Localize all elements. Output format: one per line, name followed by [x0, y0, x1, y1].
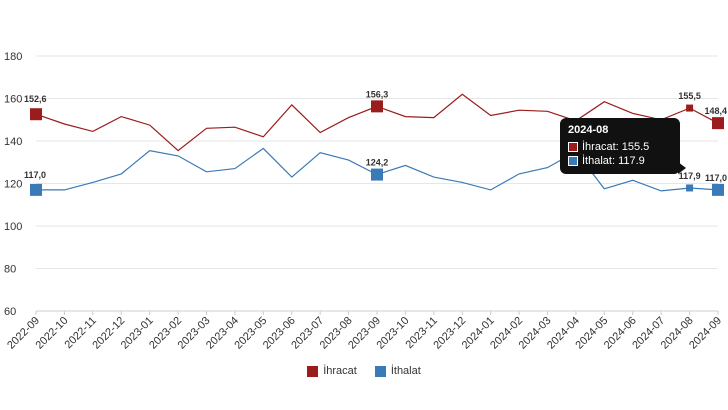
tooltip-row-ithalat: İthalat: 117.9 [568, 154, 672, 168]
marker-ithalat-2023-09[interactable] [371, 168, 383, 181]
data-label-ihracat-2024-08: 155,5 [678, 91, 701, 101]
y-tick-label-60: 60 [4, 306, 16, 318]
marker-ithalat-2022-09[interactable] [30, 183, 42, 196]
chart-tooltip: 2024-08 İhracat: 155.5 İthalat: 117.9 [560, 118, 686, 174]
y-tick-label-180: 180 [4, 51, 22, 63]
tooltip-ithalat-swatch [568, 156, 578, 166]
series-markers[interactable] [30, 100, 724, 196]
tooltip-title: 2024-08 [568, 124, 609, 136]
marker-ithalat-2024-08[interactable] [686, 184, 694, 192]
data-label-ithalat-2023-09: 124,2 [366, 158, 389, 168]
grid-lines [36, 55, 718, 312]
data-label-ihracat-2024-09: 148,4 [704, 106, 727, 116]
y-tick-label-160: 160 [4, 94, 22, 106]
data-label-ithalat-2024-08: 117,9 [679, 171, 701, 181]
marker-ihracat-2024-08[interactable] [686, 104, 694, 112]
data-label-ithalat-2024-09: 117,0 [705, 173, 727, 183]
tooltip-ihracat-text: İhracat: 155.5 [582, 141, 650, 153]
data-label-ihracat-2022-09: 152,6 [24, 94, 47, 104]
chart-legend: İhracat İthalat [0, 365, 728, 377]
y-tick-label-80: 80 [4, 264, 16, 276]
data-label-ithalat-2022-09: 117,0 [24, 170, 46, 180]
marker-ihracat-2024-09[interactable] [712, 117, 724, 130]
marker-ihracat-2022-09[interactable] [30, 108, 42, 121]
y-tick-label-140: 140 [4, 136, 22, 148]
legend-label-ithalat: İthalat [390, 365, 421, 377]
legend-swatch-ihracat [307, 365, 319, 377]
legend-label-ihracat: İhracat [323, 365, 357, 377]
marker-ihracat-2023-09[interactable] [371, 100, 383, 113]
x-axis-ticks: 2022-092022-102022-112022-122023-012023-… [5, 311, 724, 352]
y-tick-label-100: 100 [4, 221, 22, 233]
tooltip-ithalat-text: İthalat: 117.9 [582, 155, 645, 167]
y-axis-ticks: 60 80 100 120 140 160 180 [4, 51, 22, 318]
y-tick-label-120: 120 [4, 179, 22, 191]
data-label-ihracat-2023-09: 156,3 [366, 89, 389, 99]
legend-swatch-ithalat [374, 365, 386, 377]
legend-item-ihracat[interactable]: İhracat [307, 365, 357, 377]
marker-ithalat-2024-09[interactable] [712, 183, 724, 196]
tooltip-ihracat-swatch [568, 142, 578, 152]
tooltip-row-ihracat: İhracat: 155.5 [568, 140, 672, 154]
legend-item-ithalat[interactable]: İthalat [374, 365, 421, 377]
